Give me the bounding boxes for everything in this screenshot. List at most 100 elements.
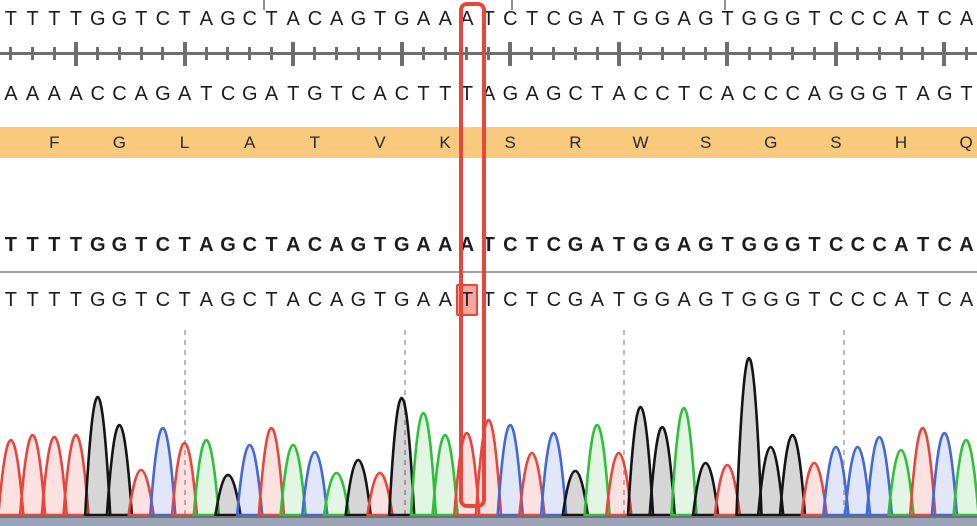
base-cell[interactable]: T	[717, 229, 739, 261]
base-cell[interactable]: G	[782, 4, 804, 34]
trace-peak-T[interactable]	[259, 428, 284, 515]
base-cell[interactable]: A	[22, 79, 44, 109]
base-cell[interactable]: T	[130, 229, 152, 261]
base-cell[interactable]: C	[304, 284, 326, 316]
trace-peak-C[interactable]	[302, 452, 327, 515]
base-cell[interactable]: T	[521, 284, 543, 316]
base-cell[interactable]: A	[608, 79, 630, 109]
base-cell[interactable]: G	[109, 284, 131, 316]
base-cell[interactable]: G	[825, 79, 847, 109]
complement-sequence-row[interactable]: AAAACCAGATCGATGTCACTTTAGAGCTACCTCACCCAGG…	[0, 79, 977, 109]
base-cell[interactable]: T	[912, 4, 934, 34]
base-cell[interactable]: G	[500, 79, 522, 109]
base-cell[interactable]: G	[695, 4, 717, 34]
base-cell[interactable]: G	[87, 229, 109, 261]
base-cell[interactable]: A	[174, 79, 196, 109]
base-cell[interactable]: C	[304, 229, 326, 261]
base-cell[interactable]: G	[391, 229, 413, 261]
chromatogram-trace[interactable]	[0, 328, 977, 520]
trace-peak-C[interactable]	[823, 447, 848, 515]
base-cell[interactable]: G	[695, 229, 717, 261]
base-cell[interactable]: A	[326, 4, 348, 34]
base-cell[interactable]: G	[652, 284, 674, 316]
trace-peak-T[interactable]	[910, 428, 935, 515]
trace-peak-A[interactable]	[585, 425, 610, 515]
base-cell[interactable]: T	[0, 284, 22, 316]
base-cell[interactable]: A	[673, 4, 695, 34]
base-cell[interactable]: T	[608, 229, 630, 261]
translation-band[interactable]: FGLATVKSRWSGSHQ	[0, 127, 977, 158]
trace-peak-C[interactable]	[932, 433, 957, 515]
base-cell[interactable]: C	[825, 4, 847, 34]
base-cell[interactable]: G	[695, 284, 717, 316]
base-cell[interactable]: G	[630, 284, 652, 316]
base-cell[interactable]: T	[912, 284, 934, 316]
base-cell[interactable]: T	[369, 4, 391, 34]
base-cell[interactable]: G	[782, 229, 804, 261]
base-cell[interactable]: T	[717, 4, 739, 34]
base-cell[interactable]: C	[630, 79, 652, 109]
base-cell[interactable]: T	[174, 284, 196, 316]
base-cell[interactable]: G	[738, 4, 760, 34]
base-cell[interactable]: C	[934, 229, 956, 261]
base-cell[interactable]: T	[804, 284, 826, 316]
base-cell[interactable]: T	[890, 79, 912, 109]
base-cell[interactable]: G	[760, 229, 782, 261]
base-cell[interactable]: G	[348, 4, 370, 34]
base-cell[interactable]: G	[87, 284, 109, 316]
base-cell[interactable]: A	[586, 4, 608, 34]
base-cell[interactable]: A	[890, 284, 912, 316]
base-cell[interactable]: T	[369, 229, 391, 261]
base-cell[interactable]: C	[239, 284, 261, 316]
base-cell[interactable]: T	[22, 4, 44, 34]
base-cell[interactable]: T	[195, 79, 217, 109]
base-cell[interactable]: C	[543, 4, 565, 34]
base-cell[interactable]: T	[65, 229, 87, 261]
base-cell[interactable]: T	[912, 229, 934, 261]
base-cell[interactable]: A	[804, 79, 826, 109]
base-cell[interactable]: C	[348, 79, 370, 109]
trace-peak-G[interactable]	[85, 397, 110, 515]
base-cell[interactable]: A	[282, 229, 304, 261]
selection-box[interactable]	[459, 2, 486, 508]
base-cell[interactable]: G	[391, 4, 413, 34]
base-cell[interactable]: G	[217, 4, 239, 34]
base-cell[interactable]: T	[521, 229, 543, 261]
base-cell[interactable]: G	[109, 4, 131, 34]
base-cell[interactable]: C	[652, 79, 674, 109]
base-cell[interactable]: G	[87, 4, 109, 34]
trace-peak-G[interactable]	[693, 463, 718, 515]
base-cell[interactable]: T	[43, 284, 65, 316]
trace-peak-A[interactable]	[194, 440, 219, 515]
base-cell[interactable]: C	[109, 79, 131, 109]
base-cell[interactable]: G	[652, 4, 674, 34]
trace-peak-C[interactable]	[498, 425, 523, 515]
base-cell[interactable]: G	[869, 79, 891, 109]
base-cell[interactable]: T	[43, 229, 65, 261]
base-cell[interactable]: G	[391, 284, 413, 316]
base-cell[interactable]: T	[0, 229, 22, 261]
base-cell[interactable]: G	[565, 4, 587, 34]
trace-peak-A[interactable]	[433, 435, 458, 515]
base-cell[interactable]: T	[608, 284, 630, 316]
base-cell[interactable]: T	[261, 284, 283, 316]
base-cell[interactable]: A	[890, 229, 912, 261]
base-cell[interactable]: C	[217, 79, 239, 109]
base-cell[interactable]: C	[152, 229, 174, 261]
base-cell[interactable]: C	[239, 229, 261, 261]
base-cell[interactable]: T	[65, 284, 87, 316]
base-cell[interactable]: G	[652, 229, 674, 261]
base-cell[interactable]: G	[217, 229, 239, 261]
base-cell[interactable]: T	[22, 229, 44, 261]
base-cell[interactable]: C	[500, 229, 522, 261]
base-cell[interactable]: T	[43, 4, 65, 34]
base-cell[interactable]: A	[282, 284, 304, 316]
base-cell[interactable]: A	[586, 284, 608, 316]
base-cell[interactable]: T	[130, 4, 152, 34]
base-cell[interactable]: T	[804, 229, 826, 261]
base-cell[interactable]: T	[673, 79, 695, 109]
base-cell[interactable]: G	[738, 229, 760, 261]
base-cell[interactable]: T	[282, 79, 304, 109]
trace-peak-C[interactable]	[541, 433, 566, 515]
base-cell[interactable]: C	[847, 229, 869, 261]
